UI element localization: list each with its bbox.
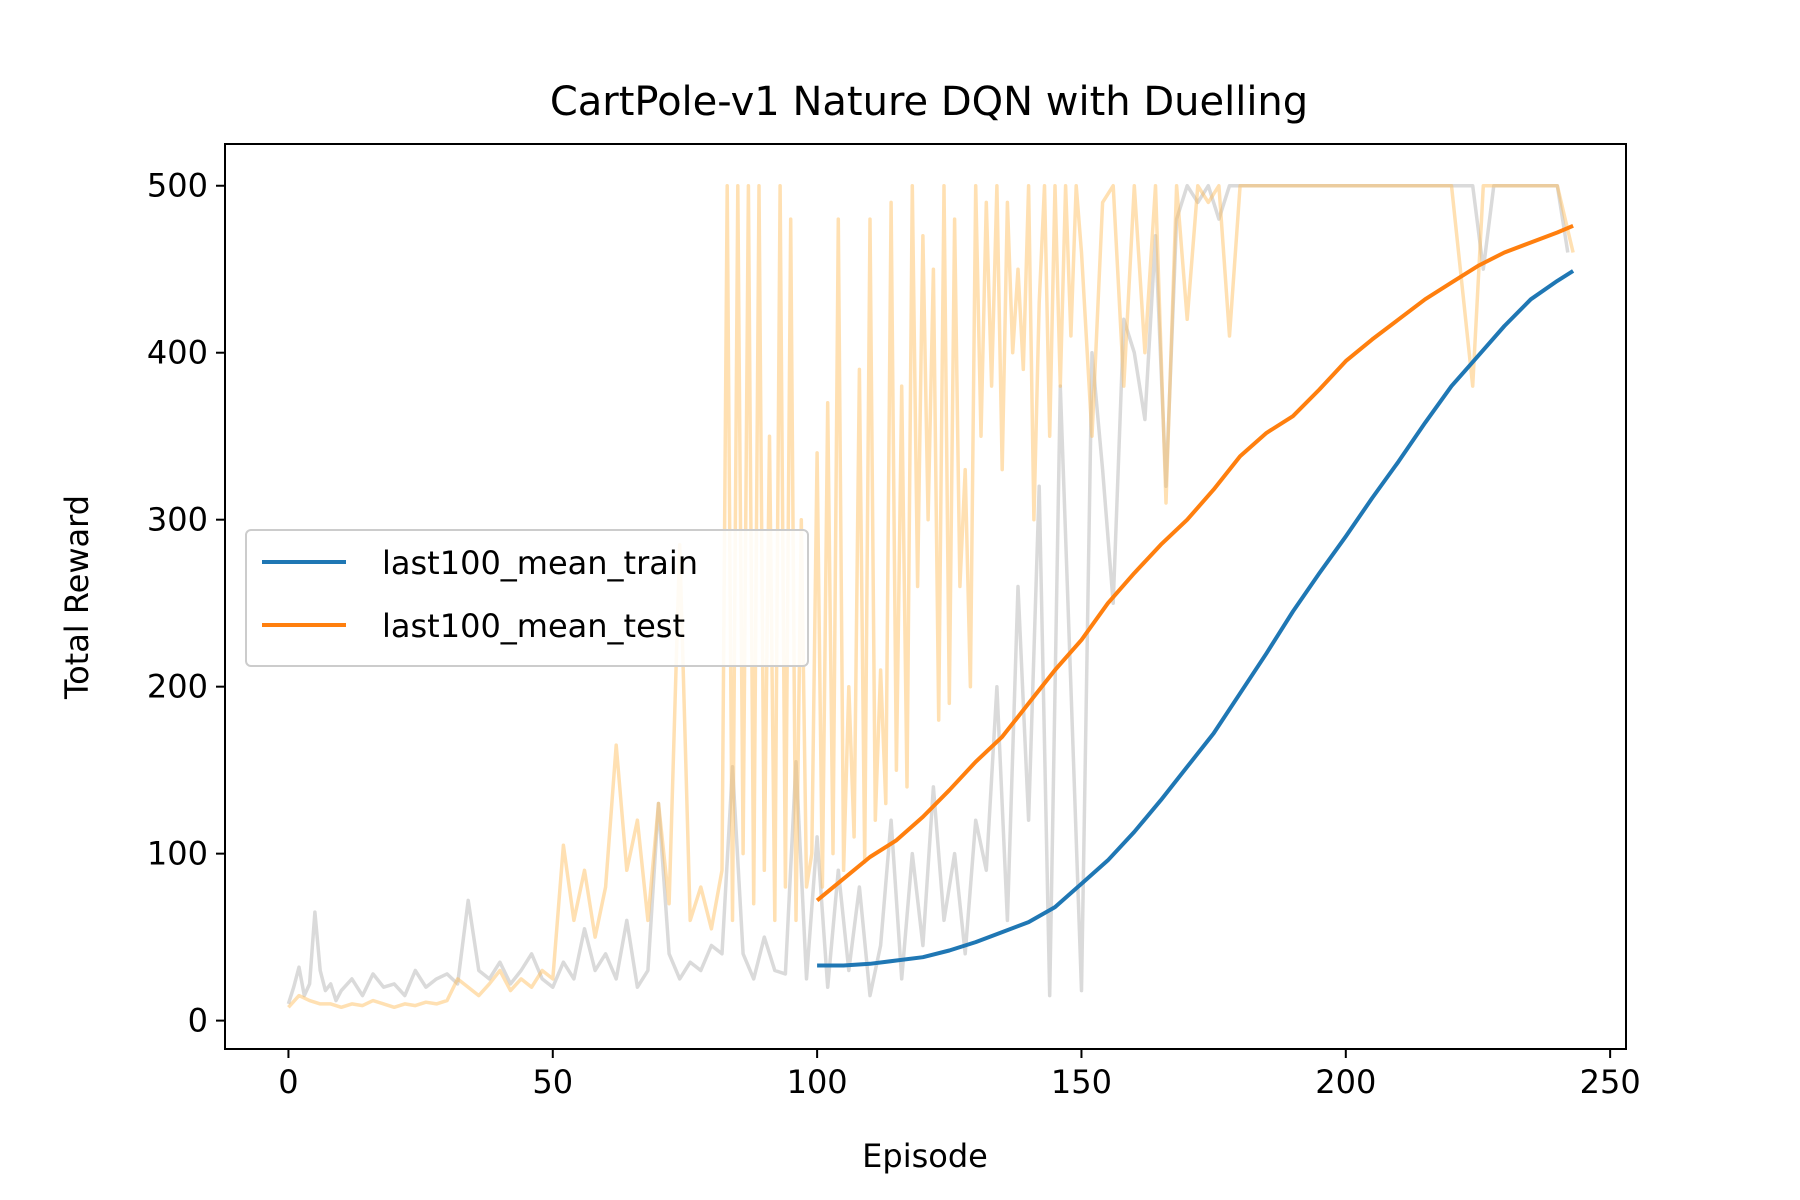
series-line-raw-3: [287, 183, 1575, 1010]
x-tick-label: 50: [532, 1063, 573, 1101]
x-tick-label: 100: [787, 1063, 848, 1101]
chart-title: CartPole-v1 Nature DQN with Duelling: [550, 79, 1308, 125]
y-axis: 0 100 200 300 400 500: [147, 167, 225, 1040]
x-tick-label: 150: [1051, 1063, 1112, 1101]
y-axis-label: Total Reward: [58, 495, 96, 700]
y-tick-label: 100: [147, 835, 208, 873]
legend-label-train: last100_mean_train: [382, 544, 698, 582]
legend-box: [245, 529, 809, 667]
series-line-last100-mean-train: [817, 269, 1575, 968]
plot-frame: [224, 143, 1627, 1050]
plot-area: [286, 183, 1575, 1010]
x-axis: 0 50 100 150 200 250: [278, 1049, 1641, 1101]
y-tick-label: 200: [147, 668, 208, 706]
legend-label-test: last100_mean_test: [382, 607, 685, 645]
y-tick-label: 400: [147, 334, 208, 372]
series-layer: [286, 183, 1575, 1010]
x-axis-label: Episode: [862, 1137, 988, 1175]
legend: last100_mean_train last100_mean_test: [245, 529, 809, 667]
y-tick-label: 500: [147, 167, 208, 205]
x-tick-label: 200: [1315, 1063, 1376, 1101]
series-line-last100-mean-test: [815, 223, 1574, 902]
x-tick-label: 250: [1580, 1063, 1641, 1101]
x-tick-label: 0: [278, 1063, 298, 1101]
y-tick-label: 0: [188, 1002, 208, 1040]
y-tick-label: 300: [147, 501, 208, 539]
series-line-raw-2: [286, 183, 1570, 1005]
